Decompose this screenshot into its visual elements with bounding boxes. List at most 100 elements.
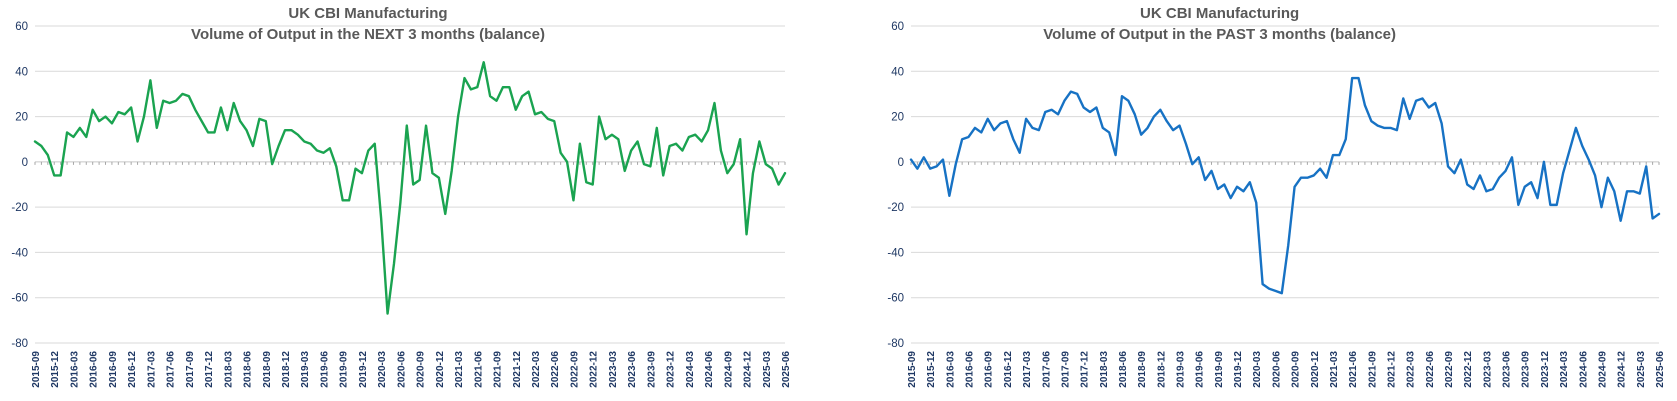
x-tick-label: 2017-06 (166, 351, 177, 388)
x-tick-label: 2025-03 (762, 351, 773, 388)
x-tick-label: 2025-06 (781, 351, 792, 388)
x-tick-label: 2015-12 (50, 351, 61, 388)
y-axis-labels: 60 40 20 0 -20 -40 -60 -80 (11, 21, 28, 350)
x-tick-label: 2021-03 (1329, 351, 1340, 388)
y-tick-label: 60 (15, 21, 28, 33)
x-tick-label: 2022-09 (1444, 351, 1455, 388)
x-tick-label: 2022-09 (569, 351, 580, 388)
x-tick-label: 2016-06 (965, 351, 976, 388)
x-tick-label: 2018-06 (243, 351, 254, 388)
category-axis-ticks (34, 161, 786, 165)
x-tick-label: 2024-09 (1597, 351, 1608, 388)
x-tick-label: 2022-12 (1463, 351, 1474, 388)
x-tick-label: 2022-06 (550, 351, 561, 388)
x-tick-label: 2018-12 (281, 351, 292, 388)
x-tick-label: 2015-12 (926, 351, 937, 388)
x-tick-label: 2018-12 (1156, 351, 1167, 388)
x-tick-label: 2020-06 (396, 351, 407, 388)
y-tick-label: -80 (887, 338, 904, 350)
chart-panel-output-next-3-months: UK CBI Manufacturing Volume of Output in… (0, 0, 800, 401)
y-tick-label: -40 (11, 247, 28, 259)
x-tick-label: 2023-12 (666, 351, 677, 388)
x-tick-label: 2017-12 (204, 351, 215, 388)
x-tick-label: 2021-06 (1348, 351, 1359, 388)
x-tick-label: 2020-03 (1252, 351, 1263, 388)
y-tick-label: -60 (11, 293, 28, 305)
x-tick-label: 2017-03 (146, 351, 157, 388)
x-tick-label: 2016-09 (984, 351, 995, 388)
x-tick-label: 2016-06 (89, 351, 100, 388)
x-tick-label: 2018-03 (223, 351, 234, 388)
x-tick-label: 2023-12 (1540, 351, 1551, 388)
x-tick-label: 2021-06 (473, 351, 484, 388)
y-axis-labels: 60 40 20 0 -20 -40 -60 -80 (887, 21, 904, 350)
data-series-line (909, 76, 1661, 295)
x-tick-label: 2024-09 (723, 351, 734, 388)
x-tick-label: 2023-06 (627, 351, 638, 388)
x-tick-label: 2024-06 (704, 351, 715, 388)
gridlines (911, 25, 1659, 344)
x-tick-label: 2020-09 (1291, 351, 1302, 388)
x-tick-label: 2017-03 (1022, 351, 1033, 388)
x-tick-label: 2020-12 (435, 351, 446, 388)
x-tick-label: 2021-12 (1386, 351, 1397, 388)
x-tick-label: 2024-12 (743, 351, 754, 388)
x-tick-label: 2019-06 (1195, 351, 1206, 388)
x-tick-label: 2022-12 (589, 351, 600, 388)
x-tick-label: 2024-03 (685, 351, 696, 388)
x-axis-labels: 2015-09 2015-12 2016-03 2016-06 2016-09 2016-… (907, 351, 1666, 388)
y-tick-label: -60 (887, 293, 904, 305)
x-tick-label: 2019-06 (319, 351, 330, 388)
x-tick-label: 2019-09 (1214, 351, 1225, 388)
x-tick-label: 2022-03 (1406, 351, 1417, 388)
x-tick-label: 2021-09 (1367, 351, 1378, 388)
x-tick-label: 2016-12 (1003, 351, 1014, 388)
x-tick-label: 2018-06 (1118, 351, 1129, 388)
y-tick-label: -80 (11, 338, 28, 350)
x-tick-label: 2018-09 (262, 351, 273, 388)
x-tick-label: 2017-06 (1041, 351, 1052, 388)
x-tick-label: 2021-09 (493, 351, 504, 388)
x-tick-label: 2025-03 (1636, 351, 1647, 388)
x-tick-label: 2016-09 (108, 351, 119, 388)
y-tick-label: 20 (891, 112, 904, 124)
x-tick-label: 2017-09 (185, 351, 196, 388)
x-tick-label: 2019-03 (300, 351, 311, 388)
x-tick-label: 2019-12 (1233, 351, 1244, 388)
y-tick-label: -40 (887, 247, 904, 259)
x-tick-label: 2024-12 (1617, 351, 1628, 388)
y-tick-label: 20 (15, 112, 28, 124)
chart-panel-output-past-3-months: UK CBI Manufacturing Volume of Output in… (830, 0, 1677, 401)
x-tick-label: 2021-03 (454, 351, 465, 388)
x-tick-label: 2020-06 (1271, 351, 1282, 388)
x-tick-label: 2020-12 (1310, 351, 1321, 388)
x-tick-label: 2020-03 (377, 351, 388, 388)
x-tick-label: 2017-12 (1080, 351, 1091, 388)
x-tick-label: 2017-09 (1060, 351, 1071, 388)
x-tick-label: 2021-12 (512, 351, 523, 388)
x-tick-label: 2016-03 (945, 351, 956, 388)
x-tick-label: 2019-12 (358, 351, 369, 388)
x-tick-label: 2023-03 (1482, 351, 1493, 388)
x-tick-label: 2015-09 (907, 351, 918, 388)
x-tick-label: 2025-06 (1655, 351, 1666, 388)
x-axis-labels: 2015-09 2015-12 2016-03 2016-06 2016-09 2016-… (31, 351, 792, 388)
gridlines (35, 25, 785, 344)
x-tick-label: 2018-03 (1099, 351, 1110, 388)
x-tick-label: 2023-09 (1521, 351, 1532, 388)
x-tick-label: 2020-09 (416, 351, 427, 388)
y-tick-label: 40 (891, 66, 904, 78)
x-tick-label: 2022-03 (531, 351, 542, 388)
x-tick-label: 2018-09 (1137, 351, 1148, 388)
y-tick-label: 60 (891, 21, 904, 33)
x-tick-label: 2015-09 (31, 351, 42, 388)
x-tick-label: 2019-09 (339, 351, 350, 388)
x-tick-label: 2024-06 (1578, 351, 1589, 388)
x-tick-label: 2023-06 (1502, 351, 1513, 388)
x-tick-label: 2019-03 (1176, 351, 1187, 388)
x-tick-label: 2022-06 (1425, 351, 1436, 388)
x-tick-label: 2016-12 (127, 351, 138, 388)
y-tick-label: 40 (15, 66, 28, 78)
